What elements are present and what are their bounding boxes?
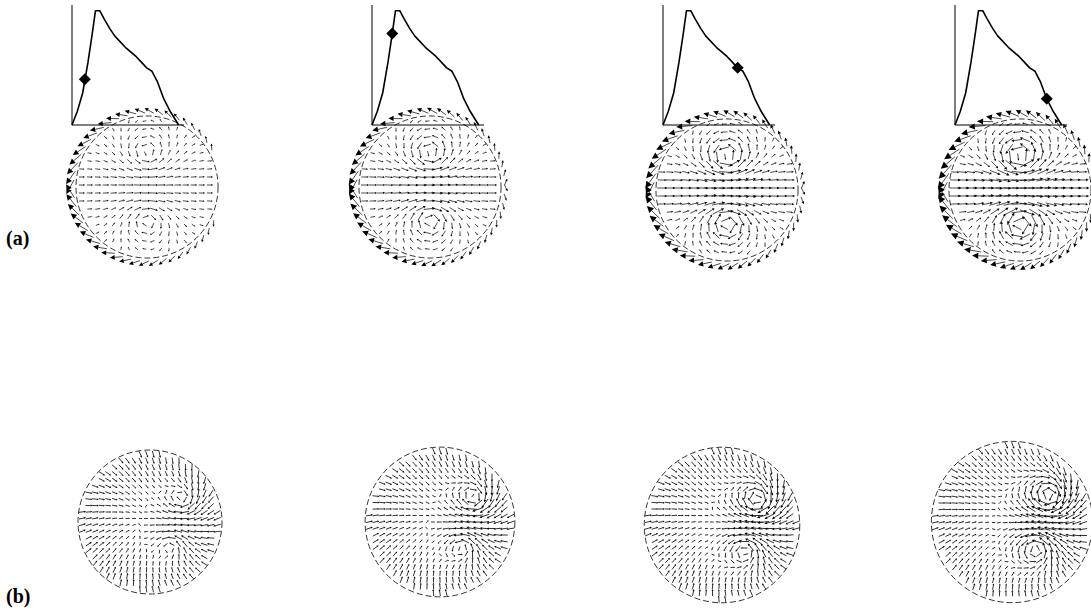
phase-marker — [386, 28, 398, 40]
boundary — [78, 450, 222, 594]
phase-marker — [732, 62, 744, 74]
y-axis — [955, 5, 956, 125]
vector-field — [78, 450, 222, 594]
waveform-panel — [955, 5, 1067, 125]
waveform-line — [72, 11, 179, 125]
x-axis — [72, 125, 184, 126]
waveform-panel — [372, 5, 484, 125]
boundary — [365, 447, 515, 597]
vector-field — [931, 441, 1091, 602]
vector-field — [349, 108, 508, 267]
vector-field — [938, 110, 1091, 270]
phase-marker — [1041, 93, 1053, 105]
marks — [372, 11, 479, 125]
velocity-vectors — [645, 448, 800, 602]
velocity-vectors — [79, 451, 221, 593]
vector-heads — [938, 110, 1091, 270]
vector-heads — [371, 453, 510, 592]
waveform-panel — [72, 5, 184, 125]
boundary — [359, 116, 501, 258]
marks — [663, 11, 770, 125]
vector-heads — [84, 455, 217, 588]
boundary — [76, 116, 218, 258]
row-label: (a) — [6, 227, 29, 250]
boundary — [931, 441, 1091, 602]
y-axis — [372, 5, 373, 125]
boundary — [644, 447, 800, 603]
y-axis — [663, 5, 664, 125]
marks — [72, 11, 179, 125]
velocity-vectors — [352, 110, 507, 264]
vector-heads — [349, 108, 508, 267]
vector-field — [365, 447, 515, 597]
boundary — [656, 119, 798, 261]
vector-heads — [66, 108, 215, 266]
waveform-line — [955, 11, 1062, 125]
phase-marker — [79, 73, 91, 85]
boundary — [949, 119, 1091, 261]
vector-field — [645, 110, 805, 269]
marks — [955, 11, 1062, 125]
velocity-vectors — [942, 113, 1091, 268]
y-axis — [72, 5, 73, 125]
vector-field — [66, 108, 218, 266]
vector-heads — [645, 110, 805, 269]
row-label: (b) — [6, 585, 30, 608]
velocity-vectors — [366, 448, 515, 596]
vector-field — [644, 447, 800, 603]
waveform-panel — [663, 5, 775, 125]
waveform-line — [372, 11, 479, 125]
vector-heads — [650, 452, 795, 597]
velocity-vectors — [649, 113, 804, 268]
x-axis — [372, 125, 484, 126]
vector-heads — [937, 446, 1084, 592]
figure: (a) (b) — [0, 0, 1091, 615]
waveform-line — [663, 11, 770, 125]
